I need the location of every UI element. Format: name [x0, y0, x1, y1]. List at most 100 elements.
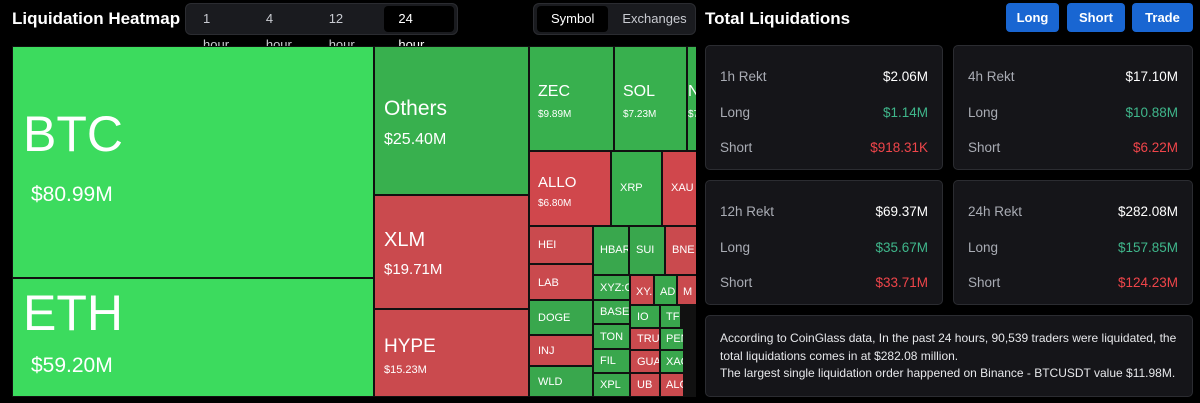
tile-symbol: XRP — [620, 182, 643, 194]
tile-symbol: SOL — [623, 83, 656, 100]
short-label: Short — [968, 139, 1001, 155]
tab-symbol[interactable]: Symbol — [537, 6, 609, 32]
tile-amount: $59.20M — [31, 354, 113, 377]
tile-symbol: XPL — [600, 379, 621, 391]
view-tabs: Symbol Exchanges — [533, 3, 696, 35]
long-value: $157.85M — [1117, 239, 1178, 255]
tile-amount: $25.40M — [384, 131, 447, 148]
treemap-tile-gua[interactable]: GUA — [630, 350, 660, 373]
long-value: $10.88M — [1125, 104, 1178, 120]
tile-amount: $19.71M — [384, 261, 443, 278]
treemap-tile-hei[interactable]: HEI — [529, 226, 593, 264]
treemap-tile-xrp[interactable]: XRP — [611, 151, 662, 226]
treemap-tile-lab[interactable]: LAB — [529, 264, 593, 300]
card-total: $282.08M — [1117, 203, 1178, 219]
long-label: Long — [720, 239, 751, 255]
treemap-tile-allo[interactable]: ALLO $6.80M — [529, 151, 611, 226]
treemap-tile-xau[interactable]: XAU — [662, 151, 696, 226]
treemap-tile-btc[interactable]: BTC $80.99M — [12, 46, 374, 278]
treemap-tile-ub[interactable]: UB — [630, 373, 660, 397]
tile-symbol: HEI — [538, 239, 557, 251]
tile-symbol: INJ — [538, 345, 555, 357]
short-button[interactable]: Short — [1067, 3, 1125, 32]
treemap-tile-sol[interactable]: SOL $7.23M — [614, 46, 687, 151]
treemap-tile-inj[interactable]: INJ — [529, 335, 593, 366]
tile-symbol: FIL — [600, 355, 616, 367]
treemap-tile-io[interactable]: IO — [630, 305, 660, 328]
tile-amount: $80.99M — [31, 183, 113, 206]
treemap-tile-ton[interactable]: TON — [593, 324, 630, 349]
card-4h-rekt: 4h Rekt $17.10M Long $10.88M Short $6.22M — [953, 45, 1193, 170]
treemap-tile-sui[interactable]: SUI — [629, 226, 665, 275]
long-button[interactable]: Long — [1006, 3, 1059, 32]
tile-symbol: XYZ:C — [600, 282, 630, 294]
treemap-tile-others[interactable]: Others $25.40M — [374, 46, 529, 195]
total-liquidations-title: Total Liquidations — [705, 9, 851, 28]
tile-symbol: M — [683, 286, 693, 298]
short-value: $918.31K — [870, 139, 928, 155]
treemap-tile-n[interactable]: N $7 — [687, 46, 696, 151]
tile-symbol: ZEC — [538, 83, 570, 100]
tile-symbol: TRU — [637, 333, 660, 345]
treemap-tile-fil[interactable]: FIL — [593, 349, 630, 373]
treemap-tile-hype[interactable]: HYPE $15.23M — [374, 309, 529, 397]
tab-24-hour[interactable]: 24 hour — [384, 6, 454, 52]
long-value: $35.67M — [875, 239, 928, 255]
treemap-tile-wld[interactable]: WLD — [529, 366, 593, 397]
tile-symbol: BNE — [672, 244, 695, 256]
short-label: Short — [720, 274, 753, 290]
tab-4-hour[interactable]: 4 hour — [265, 11, 292, 52]
treemap-tile-pen[interactable]: PEN — [660, 328, 684, 350]
card-title: 12h Rekt — [720, 203, 775, 219]
tile-symbol: AD — [660, 286, 676, 298]
treemap-tile-m[interactable]: M — [677, 275, 696, 305]
tile-symbol: UB — [637, 379, 653, 391]
treemap-tile-tru[interactable]: TRU — [630, 328, 660, 350]
treemap-tile-bne[interactable]: BNE — [665, 226, 696, 275]
tile-amount: $15.23M — [384, 364, 427, 376]
treemap-tile-zec[interactable]: ZEC $9.89M — [529, 46, 614, 151]
tile-symbol: ALC — [666, 379, 683, 391]
short-value: $33.71M — [875, 274, 928, 290]
tile-symbol: PEN — [666, 333, 683, 345]
largest-order-text: The largest single liquidation order hap… — [720, 366, 1176, 380]
tile-amount: $6.80M — [538, 198, 572, 209]
tile-symbol: BASE — [600, 306, 630, 318]
trade-button[interactable]: Trade — [1132, 3, 1193, 32]
treemap-tile-hbar[interactable]: HBAR — [593, 226, 629, 275]
treemap-tile-xyz-c[interactable]: XYZ:C — [593, 275, 630, 300]
treemap-tile-xy[interactable]: XY. — [630, 275, 654, 305]
treemap-tile-eth[interactable]: ETH $59.20M — [12, 278, 374, 397]
treemap-tile-base[interactable]: BASE — [593, 300, 630, 324]
treemap-tile-xlm[interactable]: XLM $19.71M — [374, 195, 529, 309]
tile-symbol: WLD — [538, 376, 563, 388]
tile-symbol: ETH — [23, 285, 123, 341]
liquidation-summary: According to CoinGlass data, In the past… — [705, 315, 1193, 397]
heatmap-title: Liquidation Heatmap — [12, 9, 181, 28]
treemap-tile-xpl[interactable]: XPL — [593, 373, 630, 397]
tile-symbol: HBAR — [600, 244, 629, 256]
short-value: $124.23M — [1117, 274, 1178, 290]
treemap-tile-alc[interactable]: ALC — [660, 373, 684, 397]
tile-symbol: TF — [666, 311, 680, 323]
card-title: 24h Rekt — [968, 203, 1023, 219]
tile-symbol: Others — [384, 97, 448, 120]
card-24h-rekt: 24h Rekt $282.08M Long $157.85M Short $124.… — [953, 180, 1193, 305]
treemap-tile-tf[interactable]: TF — [660, 305, 681, 328]
tile-amount: $9.89M — [538, 109, 572, 120]
tile-symbol: XAU — [671, 182, 694, 194]
tile-symbol: GUA — [637, 356, 660, 368]
tab-12-hour[interactable]: 12 hour — [328, 11, 355, 52]
tile-symbol: N — [688, 83, 696, 101]
tab-exchanges[interactable]: Exchanges — [622, 11, 687, 26]
treemap-tile-doge[interactable]: DOGE — [529, 300, 593, 335]
card-total: $69.37M — [875, 203, 928, 219]
tile-symbol: DOGE — [538, 312, 571, 324]
tile-amount: $7.23M — [623, 109, 657, 120]
treemap-tile-ad[interactable]: AD — [654, 275, 677, 305]
treemap-tile-xag[interactable]: XAG — [660, 350, 684, 373]
short-label: Short — [720, 139, 753, 155]
tab-1-hour[interactable]: 1 hour — [203, 11, 230, 52]
tile-symbol: IO — [637, 311, 649, 323]
